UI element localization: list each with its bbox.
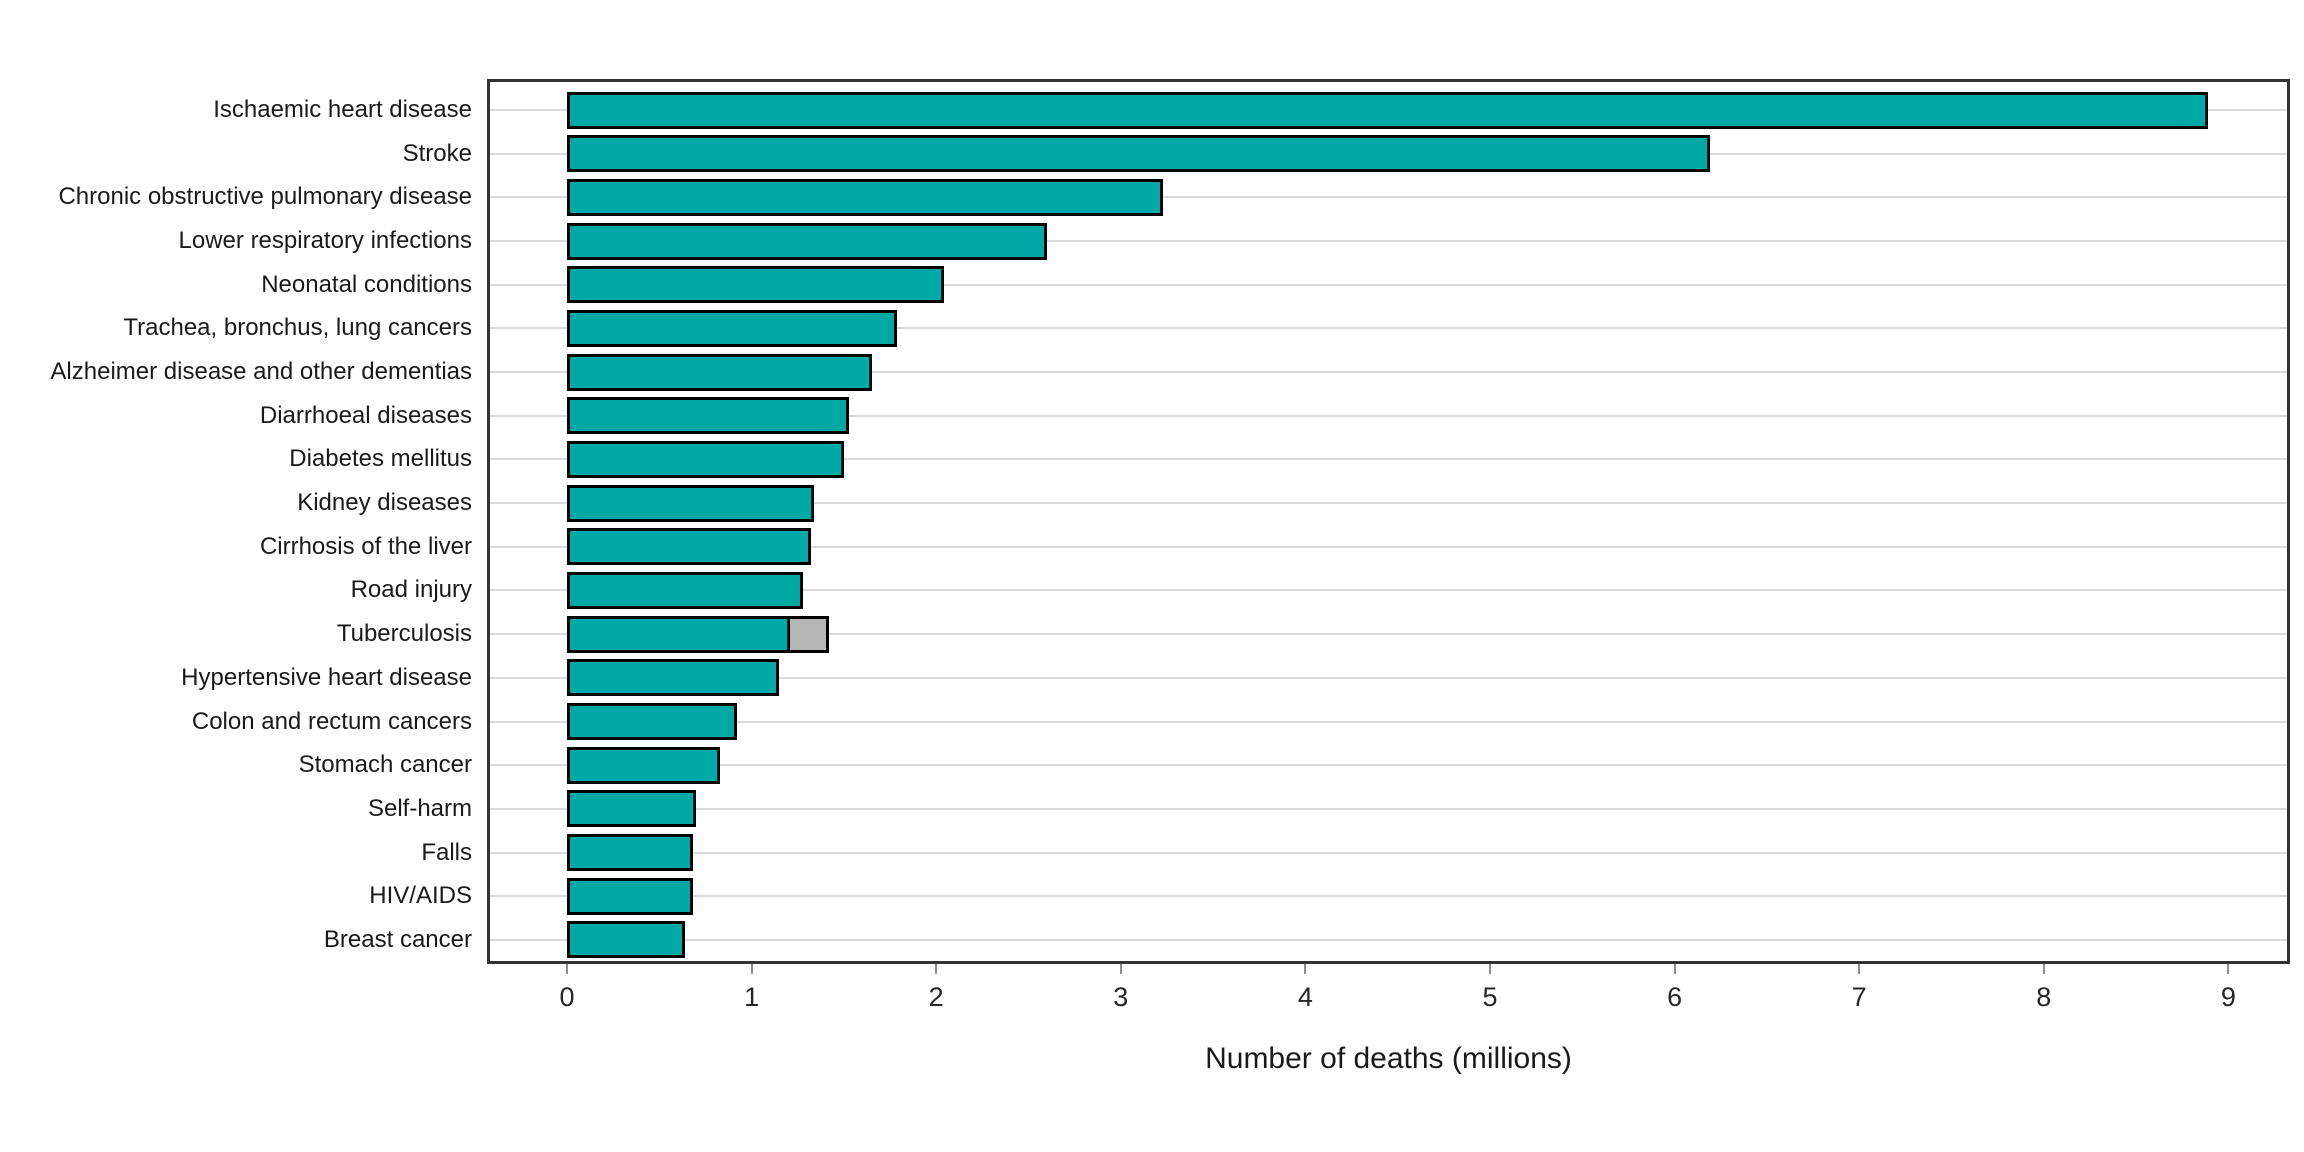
x-tick-label: 9 — [2220, 982, 2236, 1012]
category-label: Hypertensive heart disease — [181, 663, 472, 691]
plot-panel — [487, 79, 2290, 964]
x-tick-mark — [1304, 964, 1307, 974]
bar — [567, 746, 721, 784]
bar — [567, 397, 850, 435]
bar — [567, 615, 791, 653]
x-tick-mark — [1858, 964, 1861, 974]
x-tick-label: 0 — [559, 982, 575, 1012]
x-tick-mark — [1673, 964, 1676, 974]
category-label: Stomach cancer — [298, 751, 472, 779]
gridline — [487, 283, 2290, 286]
bar — [567, 178, 1164, 216]
bar — [567, 571, 804, 609]
category-label: Tuberculosis — [336, 620, 472, 648]
x-tick-label: 5 — [1482, 982, 1498, 1012]
bar — [567, 353, 872, 391]
category-label: Lower respiratory infections — [178, 227, 472, 255]
gridline — [487, 851, 2290, 854]
x-tick-label: 1 — [744, 982, 760, 1012]
x-tick-mark — [1119, 964, 1122, 974]
category-label: Trachea, bronchus, lung cancers — [123, 314, 472, 342]
bar — [567, 703, 737, 741]
gridline — [487, 764, 2290, 767]
x-tick-label: 8 — [2036, 982, 2052, 1012]
x-tick-mark — [1489, 964, 1491, 974]
bar — [567, 877, 693, 915]
gridline — [487, 327, 2290, 330]
category-label: Stroke — [402, 139, 472, 167]
bar — [567, 790, 697, 828]
x-axis-title: Number of deaths (millions) — [1205, 1042, 1572, 1075]
bar — [567, 91, 2209, 129]
gridline — [487, 676, 2290, 679]
gridline — [487, 196, 2290, 199]
x-tick-mark — [750, 964, 753, 974]
x-tick-mark — [935, 964, 938, 974]
gridline — [487, 807, 2290, 810]
bar — [567, 440, 844, 478]
gridline — [487, 545, 2290, 548]
bar — [567, 484, 815, 522]
bar — [567, 222, 1047, 260]
x-tick-mark — [2227, 964, 2230, 974]
x-tick-label: 4 — [1297, 982, 1313, 1012]
category-label: Road injury — [350, 576, 472, 604]
bar — [567, 659, 780, 697]
x-tick-label: 6 — [1667, 982, 1683, 1012]
bar — [567, 266, 944, 304]
category-label: Alzheimer disease and other dementias — [50, 358, 472, 386]
category-label: Neonatal conditions — [261, 270, 472, 298]
gridline — [487, 458, 2290, 461]
category-label: Falls — [421, 838, 472, 866]
gridline — [487, 938, 2290, 941]
category-label: HIV/AIDS — [369, 882, 472, 910]
bar — [567, 528, 811, 566]
bar — [567, 309, 898, 347]
gridline — [487, 371, 2290, 374]
x-tick-label: 2 — [928, 982, 944, 1012]
bar — [567, 834, 693, 872]
x-tick-label: 3 — [1113, 982, 1129, 1012]
category-label: Kidney diseases — [297, 489, 472, 517]
bar-extra-segment — [787, 615, 830, 653]
gridline — [487, 240, 2290, 243]
gridline — [487, 589, 2290, 592]
x-tick-mark — [566, 964, 568, 974]
gridline — [487, 720, 2290, 723]
gridline — [487, 414, 2290, 417]
category-label: Colon and rectum cancers — [191, 707, 472, 735]
bar — [567, 135, 1710, 173]
category-label: Chronic obstructive pulmonary disease — [58, 183, 472, 211]
category-label: Diabetes mellitus — [289, 445, 472, 473]
gridline — [487, 633, 2290, 636]
category-label: Self-harm — [367, 794, 472, 822]
category-label: Ischaemic heart disease — [213, 96, 472, 123]
gridline — [487, 502, 2290, 505]
bar — [567, 921, 686, 959]
category-label: Diarrhoeal diseases — [259, 401, 472, 429]
x-tick-label: 7 — [1851, 982, 1867, 1012]
x-tick-mark — [2042, 964, 2045, 974]
category-label: Cirrhosis of the liver — [259, 532, 472, 560]
gridline — [487, 895, 2290, 898]
category-label: Breast cancer — [323, 925, 472, 953]
